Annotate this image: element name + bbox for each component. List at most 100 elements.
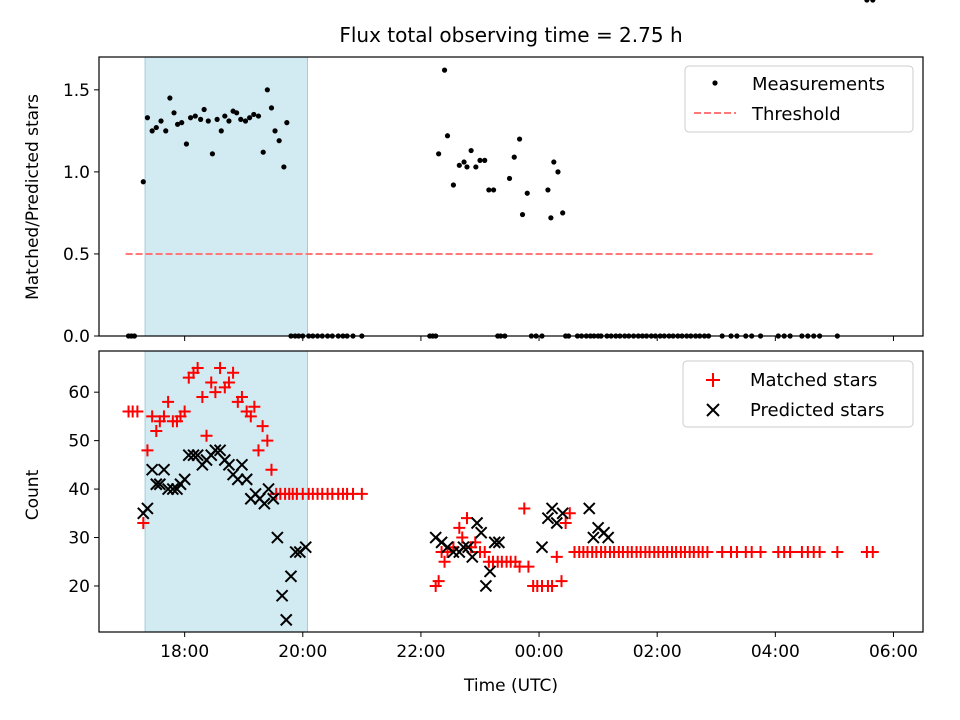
predicted-stars-point — [271, 531, 284, 544]
matched-stars-point — [518, 502, 531, 515]
y-tick-label: 40 — [68, 480, 90, 500]
measurement-point — [205, 118, 211, 124]
predicted-stars-point — [461, 541, 475, 554]
measurement-point — [461, 159, 467, 165]
legend-predicted-label: Predicted stars — [750, 400, 884, 421]
y-tick-label: 50 — [68, 432, 90, 452]
predicted-stars-point — [235, 458, 249, 472]
y-tick-label: 20 — [68, 577, 90, 597]
legend-measurements-label: Measurements — [752, 74, 885, 95]
measurement-point — [140, 179, 146, 185]
matched-stars-point — [200, 429, 213, 442]
predicted-stars-point — [213, 444, 227, 457]
matched-stars-point — [214, 361, 227, 374]
measurement-point — [456, 162, 462, 168]
measurement-point — [441, 67, 448, 73]
x-tick-label: 06:00 — [869, 642, 918, 662]
measurement-point — [179, 120, 185, 126]
predicted-stars-point — [222, 458, 236, 472]
legend-threshold-label: Threshold — [751, 104, 841, 125]
predicted-stars-point — [601, 531, 615, 544]
matched-stars-point — [162, 395, 175, 408]
measurement-point — [158, 118, 164, 124]
measurement-point — [268, 105, 275, 111]
top-axes-frame — [98, 56, 924, 337]
measurement-point — [183, 141, 190, 147]
measurement-point — [218, 128, 224, 134]
predicted-stars-point — [275, 589, 289, 602]
measurement-point — [144, 115, 151, 121]
predicted-stars-point — [299, 541, 312, 554]
matched-stars-point — [209, 386, 222, 399]
predicted-stars-point — [488, 536, 501, 549]
predicted-stars-point — [153, 478, 167, 491]
top-y-ticks: 0.0 0.5 1.0 1.5 — [63, 81, 99, 347]
matched-stars-point — [456, 531, 469, 544]
x-tick-label: 02:00 — [633, 642, 682, 662]
measurement-point — [506, 175, 513, 182]
measurement-point — [255, 113, 262, 119]
predicted-stars-point — [535, 541, 549, 554]
measurement-point — [548, 215, 554, 221]
measurement-point — [276, 138, 282, 144]
measurement-point — [490, 187, 497, 193]
matched-stars-point — [831, 546, 844, 559]
matched-stars-point — [522, 560, 535, 573]
predicted-stars-point — [280, 613, 293, 627]
predicted-stars-point — [166, 482, 180, 496]
measurement-point — [201, 106, 207, 113]
measurement-point — [238, 116, 244, 122]
measurement-point — [234, 110, 240, 116]
y-tick-label: 60 — [68, 383, 90, 403]
measurement-point — [214, 116, 220, 122]
matched-stars-point — [205, 376, 218, 389]
matched-stars-point — [550, 550, 563, 563]
predicted-stars-point — [191, 448, 204, 462]
matched-stars-point — [196, 391, 209, 404]
predicted-stars-point — [470, 516, 484, 530]
measurement-point — [187, 115, 194, 121]
predicted-stars-point — [583, 502, 596, 515]
measurement-point — [260, 149, 266, 155]
matched-stars-point — [256, 420, 269, 433]
matched-stars-point — [191, 361, 204, 374]
legend-measurements-marker — [712, 80, 718, 86]
matched-stars-point — [453, 521, 466, 534]
predicted-stars-point — [479, 579, 493, 593]
measurement-point — [464, 164, 470, 170]
measurement-point — [444, 133, 451, 139]
matched-stars-point — [150, 424, 163, 437]
matched-stars-point — [438, 555, 451, 568]
predicted-stars-point — [182, 448, 195, 462]
matched-stars-point — [478, 546, 491, 559]
legend-box — [684, 65, 914, 133]
measurement-point — [482, 157, 488, 163]
measurement-point — [174, 121, 181, 127]
x-tick-label: 04:00 — [751, 642, 800, 662]
y-tick-label: 1.0 — [63, 163, 90, 183]
predicted-stars-point — [289, 545, 302, 559]
matched-stars-point — [563, 507, 576, 520]
matched-stars-points — [122, 361, 879, 592]
matched-stars-point — [131, 405, 144, 418]
bottom-axes-frame — [98, 350, 924, 633]
predicted-stars-point — [466, 550, 479, 564]
predicted-stars-point — [483, 565, 497, 578]
predicted-stars-point — [150, 478, 163, 491]
bottom-y-ticks: 20 30 40 50 60 — [68, 383, 99, 597]
measurement-point — [870, 0, 876, 3]
predicted-stars-point — [492, 536, 506, 549]
matched-stars-point — [137, 516, 150, 529]
matched-stars-point — [141, 444, 154, 457]
matched-stars-point — [866, 546, 879, 559]
measurement-point — [163, 128, 169, 134]
top-y-axis-label: Matched/Predicted stars — [23, 94, 43, 300]
predicted-stars-points — [137, 444, 615, 627]
matched-stars-point — [784, 546, 797, 559]
matched-stars-point — [244, 410, 257, 423]
bottom-legend: Matched stars Predicted stars — [682, 360, 914, 428]
measurement-point — [486, 187, 492, 193]
measurement-point — [477, 157, 483, 163]
measurement-point — [242, 118, 249, 124]
x-tick-label: 22:00 — [396, 642, 445, 662]
